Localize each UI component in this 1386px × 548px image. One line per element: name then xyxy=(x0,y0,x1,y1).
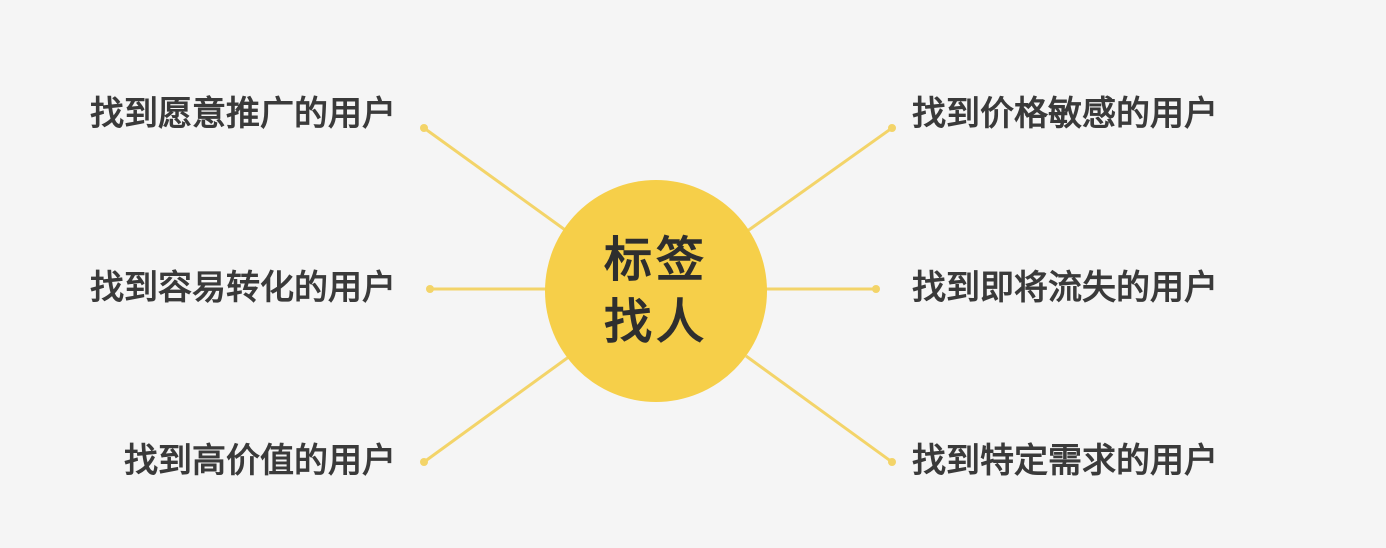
connector-left-1 xyxy=(423,126,569,234)
branch-label-right-2: 找到即将流失的用户 xyxy=(912,268,1218,308)
endpoint-right-1 xyxy=(888,124,896,132)
center-title-line-1: 标签 xyxy=(603,232,708,288)
connector-right-1 xyxy=(745,126,893,234)
connector-left-3 xyxy=(423,354,571,464)
endpoint-right-3 xyxy=(888,458,896,466)
branch-label-left-1: 找到愿意推广的用户 xyxy=(90,94,396,134)
branch-label-left-3: 找到高价值的用户 xyxy=(124,441,396,481)
endpoint-left-1 xyxy=(420,124,428,132)
endpoint-left-3 xyxy=(420,458,428,466)
branch-label-right-1: 找到价格敏感的用户 xyxy=(912,94,1218,134)
endpoint-right-2 xyxy=(872,285,880,293)
center-title-line-2: 找人 xyxy=(603,294,708,350)
connector-right-3 xyxy=(745,354,893,464)
branch-label-right-3: 找到特定需求的用户 xyxy=(912,441,1218,481)
branch-label-left-2: 找到容易转化的用户 xyxy=(90,268,396,308)
endpoint-left-2 xyxy=(426,285,434,293)
center-node: 标签 找人 xyxy=(545,180,767,402)
